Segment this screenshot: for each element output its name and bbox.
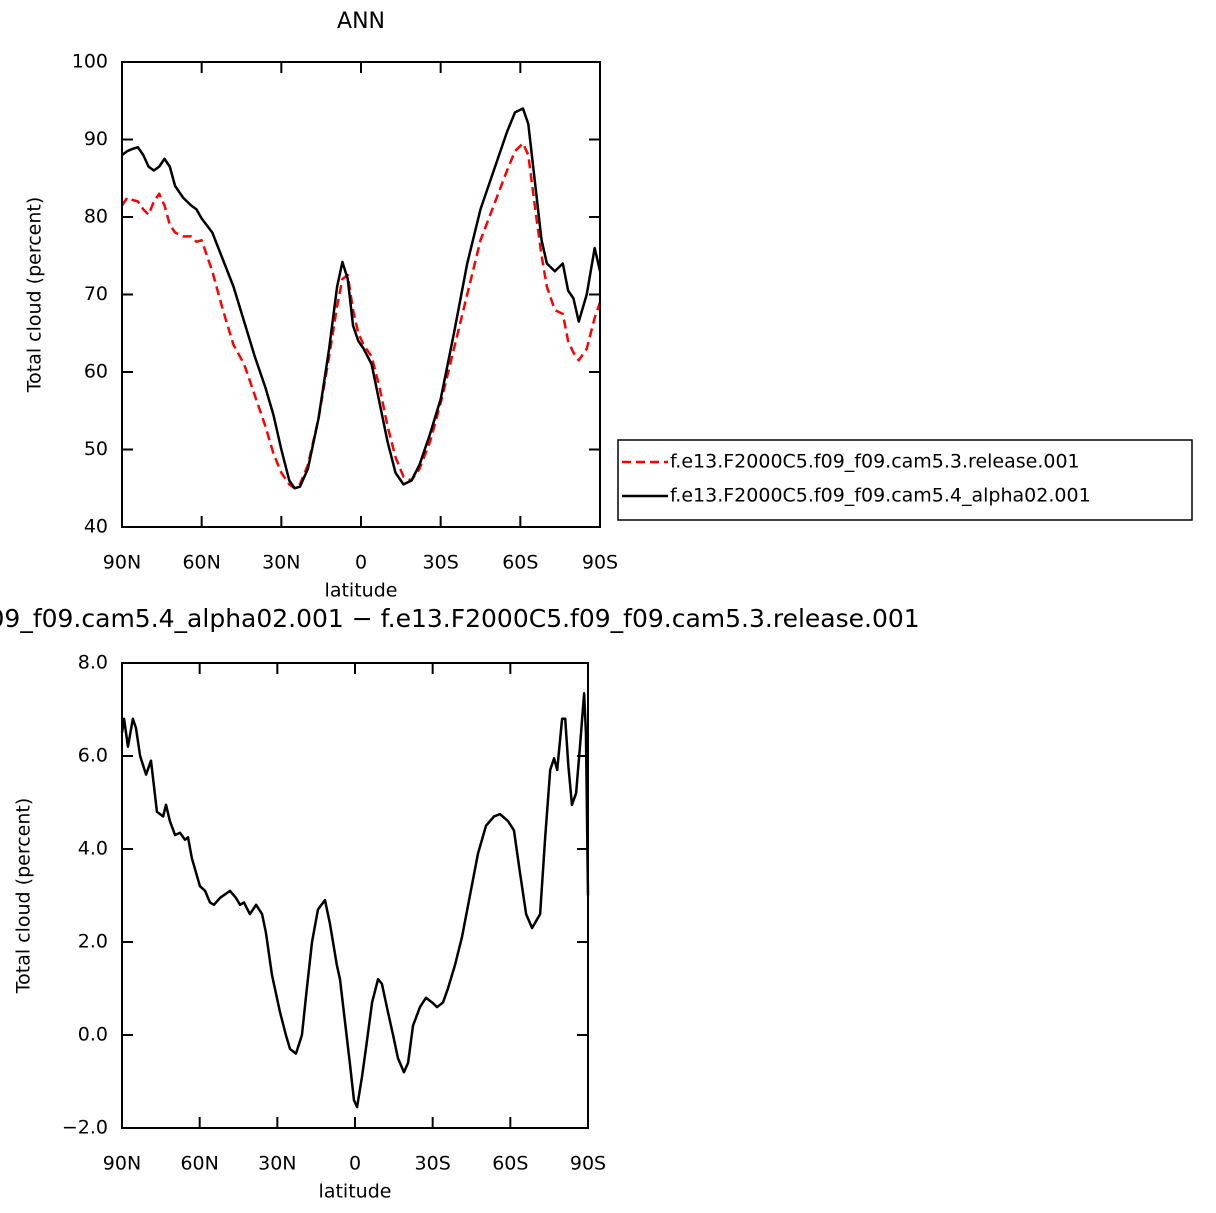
x-tick-label: 0: [355, 552, 367, 574]
x-tick-label: 30S: [415, 1153, 451, 1175]
y-tick-label: 8.0: [78, 652, 108, 674]
y-tick-label: 0.0: [78, 1024, 108, 1046]
x-tick-label: 60N: [182, 552, 220, 574]
x-tick-label: 0: [349, 1153, 361, 1175]
y-tick-label: 2.0: [78, 931, 108, 953]
y-tick-label: 70: [84, 283, 108, 305]
chart-title: f.e13.F2000C5.f09_f09.cam5.4_alpha02.001…: [0, 604, 920, 633]
plot-frame: [121, 662, 589, 1129]
x-tick-label: 90S: [570, 1153, 606, 1175]
x-tick-label: 60S: [492, 1153, 528, 1175]
y-tick-label: 40: [84, 516, 108, 538]
y-tick-label: −2.0: [62, 1117, 108, 1139]
data-line: [120, 691, 590, 1109]
x-tick-label: 90N: [103, 552, 141, 574]
y-tick-label: 100: [72, 51, 108, 73]
legend-label: f.e13.F2000C5.f09_f09.cam5.4_alpha02.001: [670, 485, 1091, 507]
x-tick-label: 30N: [258, 1153, 296, 1175]
y-tick-label: 50: [84, 438, 108, 460]
x-tick-label: 90S: [582, 552, 618, 574]
legend-label: f.e13.F2000C5.f09_f09.cam5.3.release.001: [670, 451, 1080, 473]
x-tick-label: 60S: [502, 552, 538, 574]
x-axis-label: latitude: [325, 580, 398, 602]
x-tick-label: 30S: [423, 552, 459, 574]
y-tick-label: 90: [84, 128, 108, 150]
x-tick-label: 60N: [180, 1153, 218, 1175]
data-line: [121, 107, 602, 490]
chart-title: ANN: [337, 9, 385, 34]
plot-frame: [121, 61, 601, 528]
y-tick-label: 80: [84, 206, 108, 228]
x-tick-label: 90N: [103, 1153, 141, 1175]
y-tick-label: 6.0: [78, 745, 108, 767]
y-tick-label: 60: [84, 361, 108, 383]
y-tick-label: 4.0: [78, 838, 108, 860]
x-tick-label: 30N: [262, 552, 300, 574]
y-axis-label: Total cloud (percent): [24, 197, 46, 394]
data-line: [120, 142, 602, 490]
y-axis-label: Total cloud (percent): [13, 798, 35, 995]
x-axis-label: latitude: [319, 1181, 392, 1203]
legend-box: [617, 439, 1193, 521]
